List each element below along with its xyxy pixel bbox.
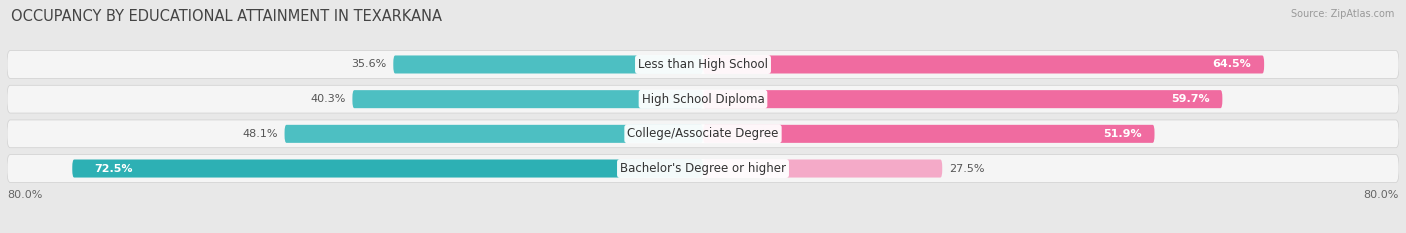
Text: 64.5%: 64.5% — [1212, 59, 1251, 69]
Text: Less than High School: Less than High School — [638, 58, 768, 71]
FancyBboxPatch shape — [72, 160, 703, 178]
Text: 80.0%: 80.0% — [7, 190, 42, 200]
Text: 40.3%: 40.3% — [311, 94, 346, 104]
Text: 51.9%: 51.9% — [1102, 129, 1142, 139]
Text: Source: ZipAtlas.com: Source: ZipAtlas.com — [1291, 9, 1395, 19]
FancyBboxPatch shape — [394, 55, 703, 73]
FancyBboxPatch shape — [703, 160, 942, 178]
Text: 72.5%: 72.5% — [94, 164, 132, 174]
FancyBboxPatch shape — [7, 155, 1399, 182]
FancyBboxPatch shape — [703, 125, 1154, 143]
FancyBboxPatch shape — [353, 90, 703, 108]
Text: College/Associate Degree: College/Associate Degree — [627, 127, 779, 140]
Text: 59.7%: 59.7% — [1171, 94, 1209, 104]
Text: 35.6%: 35.6% — [352, 59, 387, 69]
FancyBboxPatch shape — [7, 51, 1399, 78]
Text: High School Diploma: High School Diploma — [641, 93, 765, 106]
Text: 27.5%: 27.5% — [949, 164, 984, 174]
Text: 80.0%: 80.0% — [1364, 190, 1399, 200]
FancyBboxPatch shape — [703, 55, 1264, 73]
FancyBboxPatch shape — [7, 120, 1399, 148]
FancyBboxPatch shape — [7, 85, 1399, 113]
Text: Bachelor's Degree or higher: Bachelor's Degree or higher — [620, 162, 786, 175]
Text: OCCUPANCY BY EDUCATIONAL ATTAINMENT IN TEXARKANA: OCCUPANCY BY EDUCATIONAL ATTAINMENT IN T… — [11, 9, 443, 24]
FancyBboxPatch shape — [703, 90, 1222, 108]
FancyBboxPatch shape — [284, 125, 703, 143]
Text: 48.1%: 48.1% — [242, 129, 277, 139]
